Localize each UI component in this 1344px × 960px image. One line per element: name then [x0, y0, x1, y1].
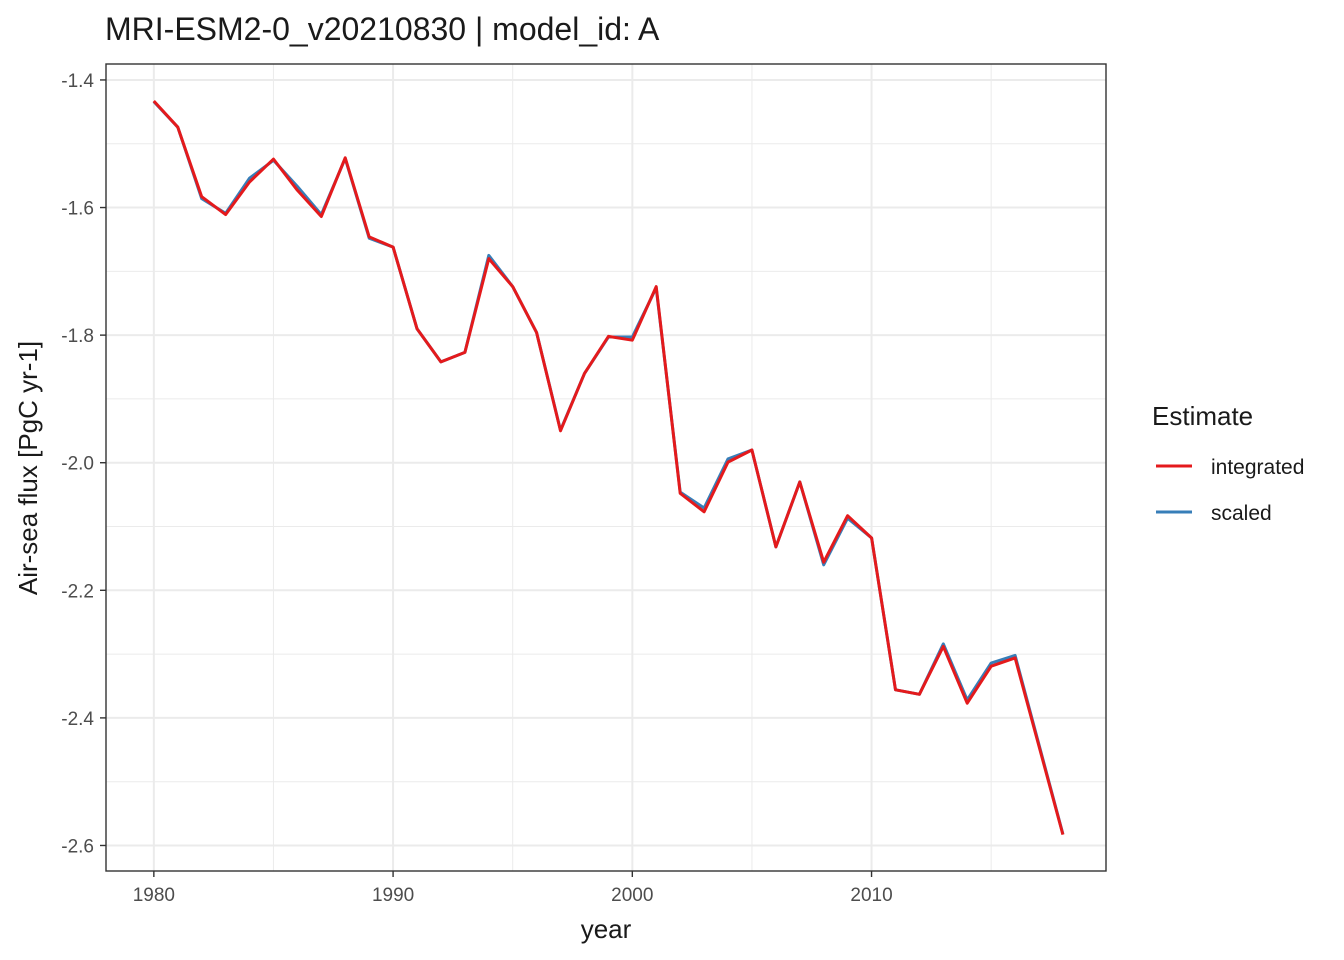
x-tick-label: 2000	[611, 885, 653, 906]
y-tick-label: -1.6	[61, 199, 94, 220]
minor-gridlines-x	[272, 64, 992, 871]
legend: Estimate integrated scaled	[1152, 401, 1304, 525]
minor-gridlines-y	[106, 143, 1106, 783]
y-tick-label: -1.8	[61, 326, 94, 347]
legend-title: Estimate	[1152, 401, 1253, 431]
series-line-integrated	[152, 99, 1065, 835]
plot-panel	[106, 64, 1106, 871]
panel-border	[105, 63, 1107, 872]
y-tick-label: -2.4	[61, 709, 94, 730]
x-axis: 1980 1990 2000 2010	[133, 871, 893, 906]
y-axis-title: Air-sea flux [PgC yr-1]	[13, 341, 43, 595]
major-gridlines-y	[106, 78, 1106, 847]
y-tick-label: -1.4	[61, 71, 94, 92]
y-tick-label: -2.6	[61, 836, 94, 857]
chart-title: MRI-ESM2-0_v20210830 | model_id: A	[105, 11, 660, 47]
legend-label-scaled: scaled	[1211, 502, 1272, 525]
x-tick-label: 1980	[133, 885, 175, 906]
legend-label-integrated: integrated	[1211, 456, 1304, 479]
y-tick-label: -2.2	[61, 581, 94, 602]
series-layer	[152, 99, 1065, 835]
y-tick-label: -2.0	[61, 454, 94, 475]
x-axis-title: year	[581, 914, 632, 944]
x-tick-label: 2010	[850, 885, 892, 906]
y-axis: -1.4 -1.6 -1.8 -2.0 -2.2 -2.4 -2.6	[61, 71, 106, 857]
major-gridlines-x	[152, 64, 873, 871]
x-tick-label: 1990	[372, 885, 414, 906]
